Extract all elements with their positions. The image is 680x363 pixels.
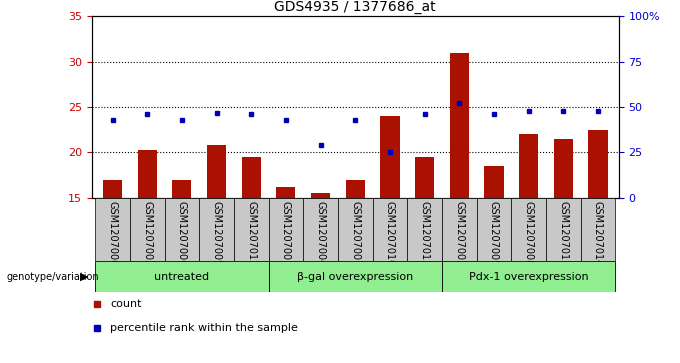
- Bar: [345, 180, 365, 198]
- Bar: [242, 157, 261, 198]
- Bar: [477, 198, 511, 261]
- Text: GSM1207006: GSM1207006: [177, 201, 187, 266]
- Bar: [442, 261, 615, 292]
- Bar: [130, 198, 165, 261]
- Text: untreated: untreated: [154, 272, 209, 282]
- Bar: [103, 180, 122, 198]
- Bar: [581, 198, 615, 261]
- Text: percentile rank within the sample: percentile rank within the sample: [110, 323, 298, 333]
- Bar: [407, 198, 442, 261]
- Text: GSM1207009: GSM1207009: [211, 201, 222, 266]
- Bar: [199, 198, 234, 261]
- Text: genotype/variation: genotype/variation: [7, 272, 99, 282]
- Text: count: count: [110, 299, 141, 309]
- Bar: [511, 198, 546, 261]
- Bar: [138, 150, 157, 198]
- Bar: [380, 116, 400, 198]
- Bar: [554, 139, 573, 198]
- Text: Pdx-1 overexpression: Pdx-1 overexpression: [469, 272, 588, 282]
- Bar: [484, 166, 503, 198]
- Text: GSM1207001: GSM1207001: [281, 201, 291, 266]
- Bar: [415, 157, 434, 198]
- Text: GSM1207008: GSM1207008: [524, 201, 534, 266]
- Bar: [269, 198, 303, 261]
- Bar: [95, 198, 130, 261]
- Bar: [95, 261, 269, 292]
- Bar: [303, 198, 338, 261]
- Bar: [338, 198, 373, 261]
- Bar: [207, 145, 226, 198]
- Title: GDS4935 / 1377686_at: GDS4935 / 1377686_at: [275, 0, 436, 14]
- Bar: [269, 261, 442, 292]
- Bar: [234, 198, 269, 261]
- Text: ▶: ▶: [80, 272, 88, 282]
- Bar: [373, 198, 407, 261]
- Text: GSM1207014: GSM1207014: [593, 201, 603, 266]
- Bar: [449, 53, 469, 198]
- Text: GSM1207011: GSM1207011: [558, 201, 568, 266]
- Text: GSM1207003: GSM1207003: [142, 201, 152, 266]
- Text: GSM1207005: GSM1207005: [489, 201, 499, 266]
- Bar: [173, 180, 192, 198]
- Bar: [588, 130, 607, 198]
- Text: GSM1207010: GSM1207010: [385, 201, 395, 266]
- Text: GSM1207000: GSM1207000: [107, 201, 118, 266]
- Bar: [546, 198, 581, 261]
- Text: GSM1207012: GSM1207012: [246, 201, 256, 266]
- Bar: [442, 198, 477, 261]
- Text: GSM1207002: GSM1207002: [454, 201, 464, 266]
- Text: GSM1207004: GSM1207004: [316, 201, 326, 266]
- Bar: [277, 187, 296, 198]
- Bar: [311, 193, 330, 198]
- Bar: [519, 134, 538, 198]
- Text: GSM1207013: GSM1207013: [420, 201, 430, 266]
- Text: β-gal overexpression: β-gal overexpression: [297, 272, 413, 282]
- Bar: [165, 198, 199, 261]
- Text: GSM1207007: GSM1207007: [350, 201, 360, 266]
